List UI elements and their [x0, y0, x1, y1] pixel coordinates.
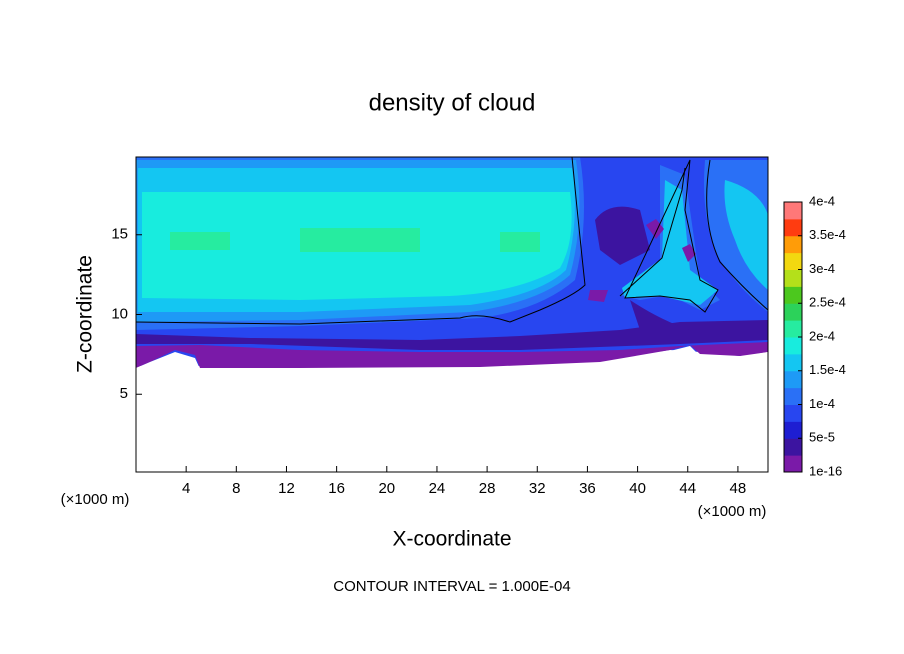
x-tick-label: 28 [479, 480, 496, 497]
colorbar-band [784, 387, 802, 405]
contour-region [595, 206, 690, 340]
y-tick-label: 10 [111, 305, 128, 322]
x-tick-label: 12 [278, 480, 295, 497]
colorbar-tick-label: 1.5e-4 [809, 362, 846, 377]
contour-region [136, 342, 768, 368]
y-unit-label: (×1000 m) [61, 491, 130, 508]
colorbar-band [784, 286, 802, 304]
colorbar-tick-label: 1e-16 [809, 463, 842, 478]
colorbar-band [784, 404, 802, 422]
y-tick-label: 15 [111, 226, 128, 243]
x-tick-label: 44 [679, 480, 696, 497]
colorbar-band [784, 353, 802, 372]
x-tick-label: 32 [529, 480, 546, 497]
colorbar-tick-label: 4e-4 [809, 193, 835, 208]
x-tick-label: 36 [579, 480, 596, 497]
x-tick-label: 4 [182, 480, 190, 497]
colorbar-band [784, 252, 802, 270]
x-tick-label: 16 [328, 480, 345, 497]
x-tick-label: 24 [429, 480, 446, 497]
colorbar-tick-label: 2e-4 [809, 328, 835, 343]
x-tick-label: 20 [378, 480, 395, 497]
y-tick-label: 5 [120, 385, 128, 402]
contour-region [724, 180, 768, 290]
colorbar-band [784, 218, 802, 237]
axes: 4 8 12 16 20 24 28 32 36 40 44 48510151e-165e-51e-4… [111, 193, 846, 497]
colorbar-band [784, 269, 802, 287]
colorbar-tick-label: 3.5e-4 [809, 227, 846, 242]
colorbar-band [784, 303, 802, 321]
contour-region [588, 219, 696, 302]
contour-region [170, 228, 540, 252]
x-unit-label: (×1000 m) [698, 503, 767, 520]
colorbar-band [784, 337, 802, 355]
contour-region [622, 180, 718, 305]
y-axis-label: Z-coordinate [74, 255, 97, 373]
colorbar-band [784, 438, 802, 456]
x-axis-label: X-coordinate [392, 528, 511, 551]
x-tick-label: 40 [629, 480, 646, 497]
contour-field [135, 156, 769, 472]
chart-title: density of cloud [369, 89, 536, 116]
x-tick-label: 8 [232, 480, 240, 497]
colorbar-tick-label: 3e-4 [809, 261, 835, 276]
colorbar-tick-label: 1e-4 [809, 396, 835, 411]
footer: CONTOUR INTERVAL = 1.000E-04 [333, 578, 570, 595]
colorbar-tick-label: 2.5e-4 [809, 295, 846, 310]
contour-region [136, 320, 768, 350]
colorbar-band [784, 455, 802, 473]
colorbar-tick-label: 5e-5 [809, 430, 835, 445]
colorbar-band [784, 421, 802, 439]
colorbar-band [784, 370, 802, 389]
colorbar-band [784, 320, 802, 338]
x-tick-label: 48 [730, 480, 747, 497]
colorbar-band [784, 202, 802, 220]
colorbar-band [784, 235, 802, 254]
